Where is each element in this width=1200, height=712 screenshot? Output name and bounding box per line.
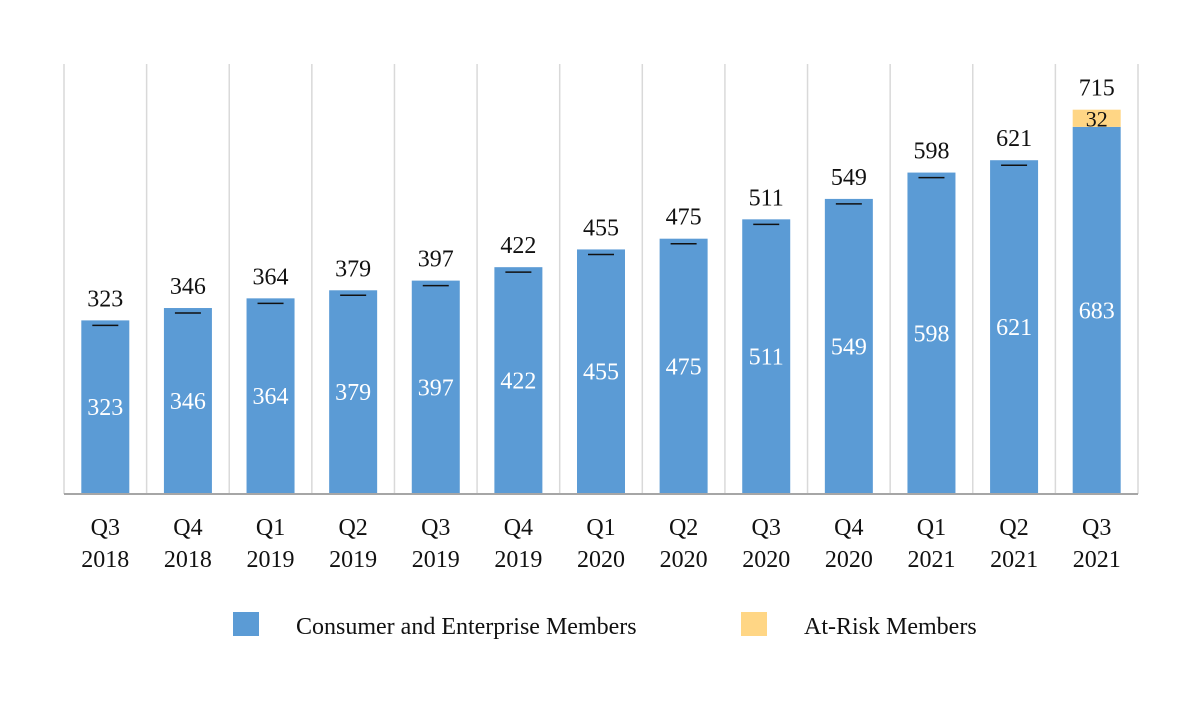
x-tick-year: 2020 xyxy=(577,547,625,573)
bar-consumer-enterprise xyxy=(329,290,378,494)
total-label: 621 xyxy=(996,126,1032,152)
x-tick-year: 2021 xyxy=(1073,547,1121,573)
legend: Consumer and Enterprise Members At-Risk … xyxy=(233,612,977,640)
x-tick-quarter: Q3 xyxy=(752,515,781,541)
x-tick-year: 2020 xyxy=(742,547,790,573)
total-label: 549 xyxy=(831,165,867,191)
bar-consumer-enterprise xyxy=(577,249,625,494)
data-label-consumer-enterprise: 422 xyxy=(500,369,536,395)
data-label-consumer-enterprise: 323 xyxy=(87,395,123,421)
data-label-consumer-enterprise: 397 xyxy=(418,375,454,401)
x-tick-quarter: Q3 xyxy=(91,515,120,541)
data-label-consumer-enterprise: 475 xyxy=(666,354,702,380)
total-label: 455 xyxy=(583,215,619,241)
total-label: 598 xyxy=(913,139,949,165)
bar-consumer-enterprise xyxy=(163,308,212,494)
data-label-consumer-enterprise: 511 xyxy=(749,345,784,371)
x-tick-quarter: Q2 xyxy=(999,515,1028,541)
x-tick-quarter: Q2 xyxy=(669,515,698,541)
bar-consumer-enterprise xyxy=(907,172,956,494)
x-tick-quarter: Q4 xyxy=(834,515,863,541)
data-label-consumer-enterprise: 379 xyxy=(335,380,371,406)
bar-at-risk xyxy=(1072,109,1121,127)
bar-consumer-enterprise xyxy=(990,160,1039,494)
data-label-consumer-enterprise: 364 xyxy=(253,384,289,410)
data-label-consumer-enterprise: 683 xyxy=(1079,298,1115,324)
legend-label-at-risk: At-Risk Members xyxy=(804,614,977,640)
total-label: 323 xyxy=(87,286,123,312)
total-label: 364 xyxy=(253,264,289,290)
total-label: 715 xyxy=(1079,76,1115,102)
data-label-consumer-enterprise: 621 xyxy=(996,315,1032,341)
data-label-consumer-enterprise: 346 xyxy=(170,389,206,415)
x-tick-year: 2018 xyxy=(164,547,212,573)
x-tick-year: 2019 xyxy=(494,547,542,573)
x-tick-quarter: Q2 xyxy=(338,515,367,541)
x-tick-year: 2019 xyxy=(329,547,377,573)
data-label-at-risk: 32 xyxy=(1086,106,1108,131)
total-label: 379 xyxy=(335,256,371,282)
x-tick-quarter: Q1 xyxy=(256,515,285,541)
x-tick-year: 2021 xyxy=(907,547,955,573)
x-tick-labels: Q3 2018 Q4 2018 Q1 2019 Q2 2019 Q3 2019 Q4 2019 Q1 20… xyxy=(81,515,1120,573)
x-tick-quarter: Q3 xyxy=(421,515,450,541)
labels-layer: 323 323 346 346 364 364 379 379 397 397 422 422 455 4… xyxy=(87,76,1114,422)
x-tick-quarter: Q3 xyxy=(1082,515,1111,541)
legend-swatch-at-risk xyxy=(741,612,767,636)
total-label: 397 xyxy=(418,247,454,273)
data-label-consumer-enterprise: 455 xyxy=(583,360,619,386)
bar-consumer-enterprise xyxy=(81,320,130,494)
vertical-gridlines xyxy=(63,64,1139,494)
bars-layer xyxy=(81,109,1121,494)
x-tick-quarter: Q4 xyxy=(173,515,202,541)
bar-consumer-enterprise xyxy=(411,280,460,494)
total-label: 346 xyxy=(170,274,206,300)
x-tick-year: 2019 xyxy=(247,547,295,573)
bar-consumer-enterprise xyxy=(824,198,873,494)
data-label-consumer-enterprise: 549 xyxy=(831,334,867,360)
x-tick-quarter: Q1 xyxy=(586,515,615,541)
legend-swatch-consumer-enterprise xyxy=(233,612,259,636)
total-label: 422 xyxy=(500,233,536,259)
bar-consumer-enterprise xyxy=(659,238,708,494)
bar-consumer-enterprise xyxy=(246,298,295,494)
total-label: 511 xyxy=(749,185,784,211)
legend-label-consumer-enterprise: Consumer and Enterprise Members xyxy=(296,614,637,640)
x-tick-year: 2018 xyxy=(81,547,129,573)
bar-consumer-enterprise xyxy=(1072,126,1121,494)
x-tick-year: 2020 xyxy=(660,547,708,573)
data-label-consumer-enterprise: 598 xyxy=(913,321,949,347)
x-tick-year: 2020 xyxy=(825,547,873,573)
x-tick-quarter: Q4 xyxy=(504,515,533,541)
x-tick-quarter: Q1 xyxy=(917,515,946,541)
x-tick-year: 2019 xyxy=(412,547,460,573)
total-label: 475 xyxy=(666,205,702,231)
bar-consumer-enterprise xyxy=(494,267,543,494)
bar-consumer-enterprise xyxy=(742,219,791,494)
x-tick-year: 2021 xyxy=(990,547,1038,573)
